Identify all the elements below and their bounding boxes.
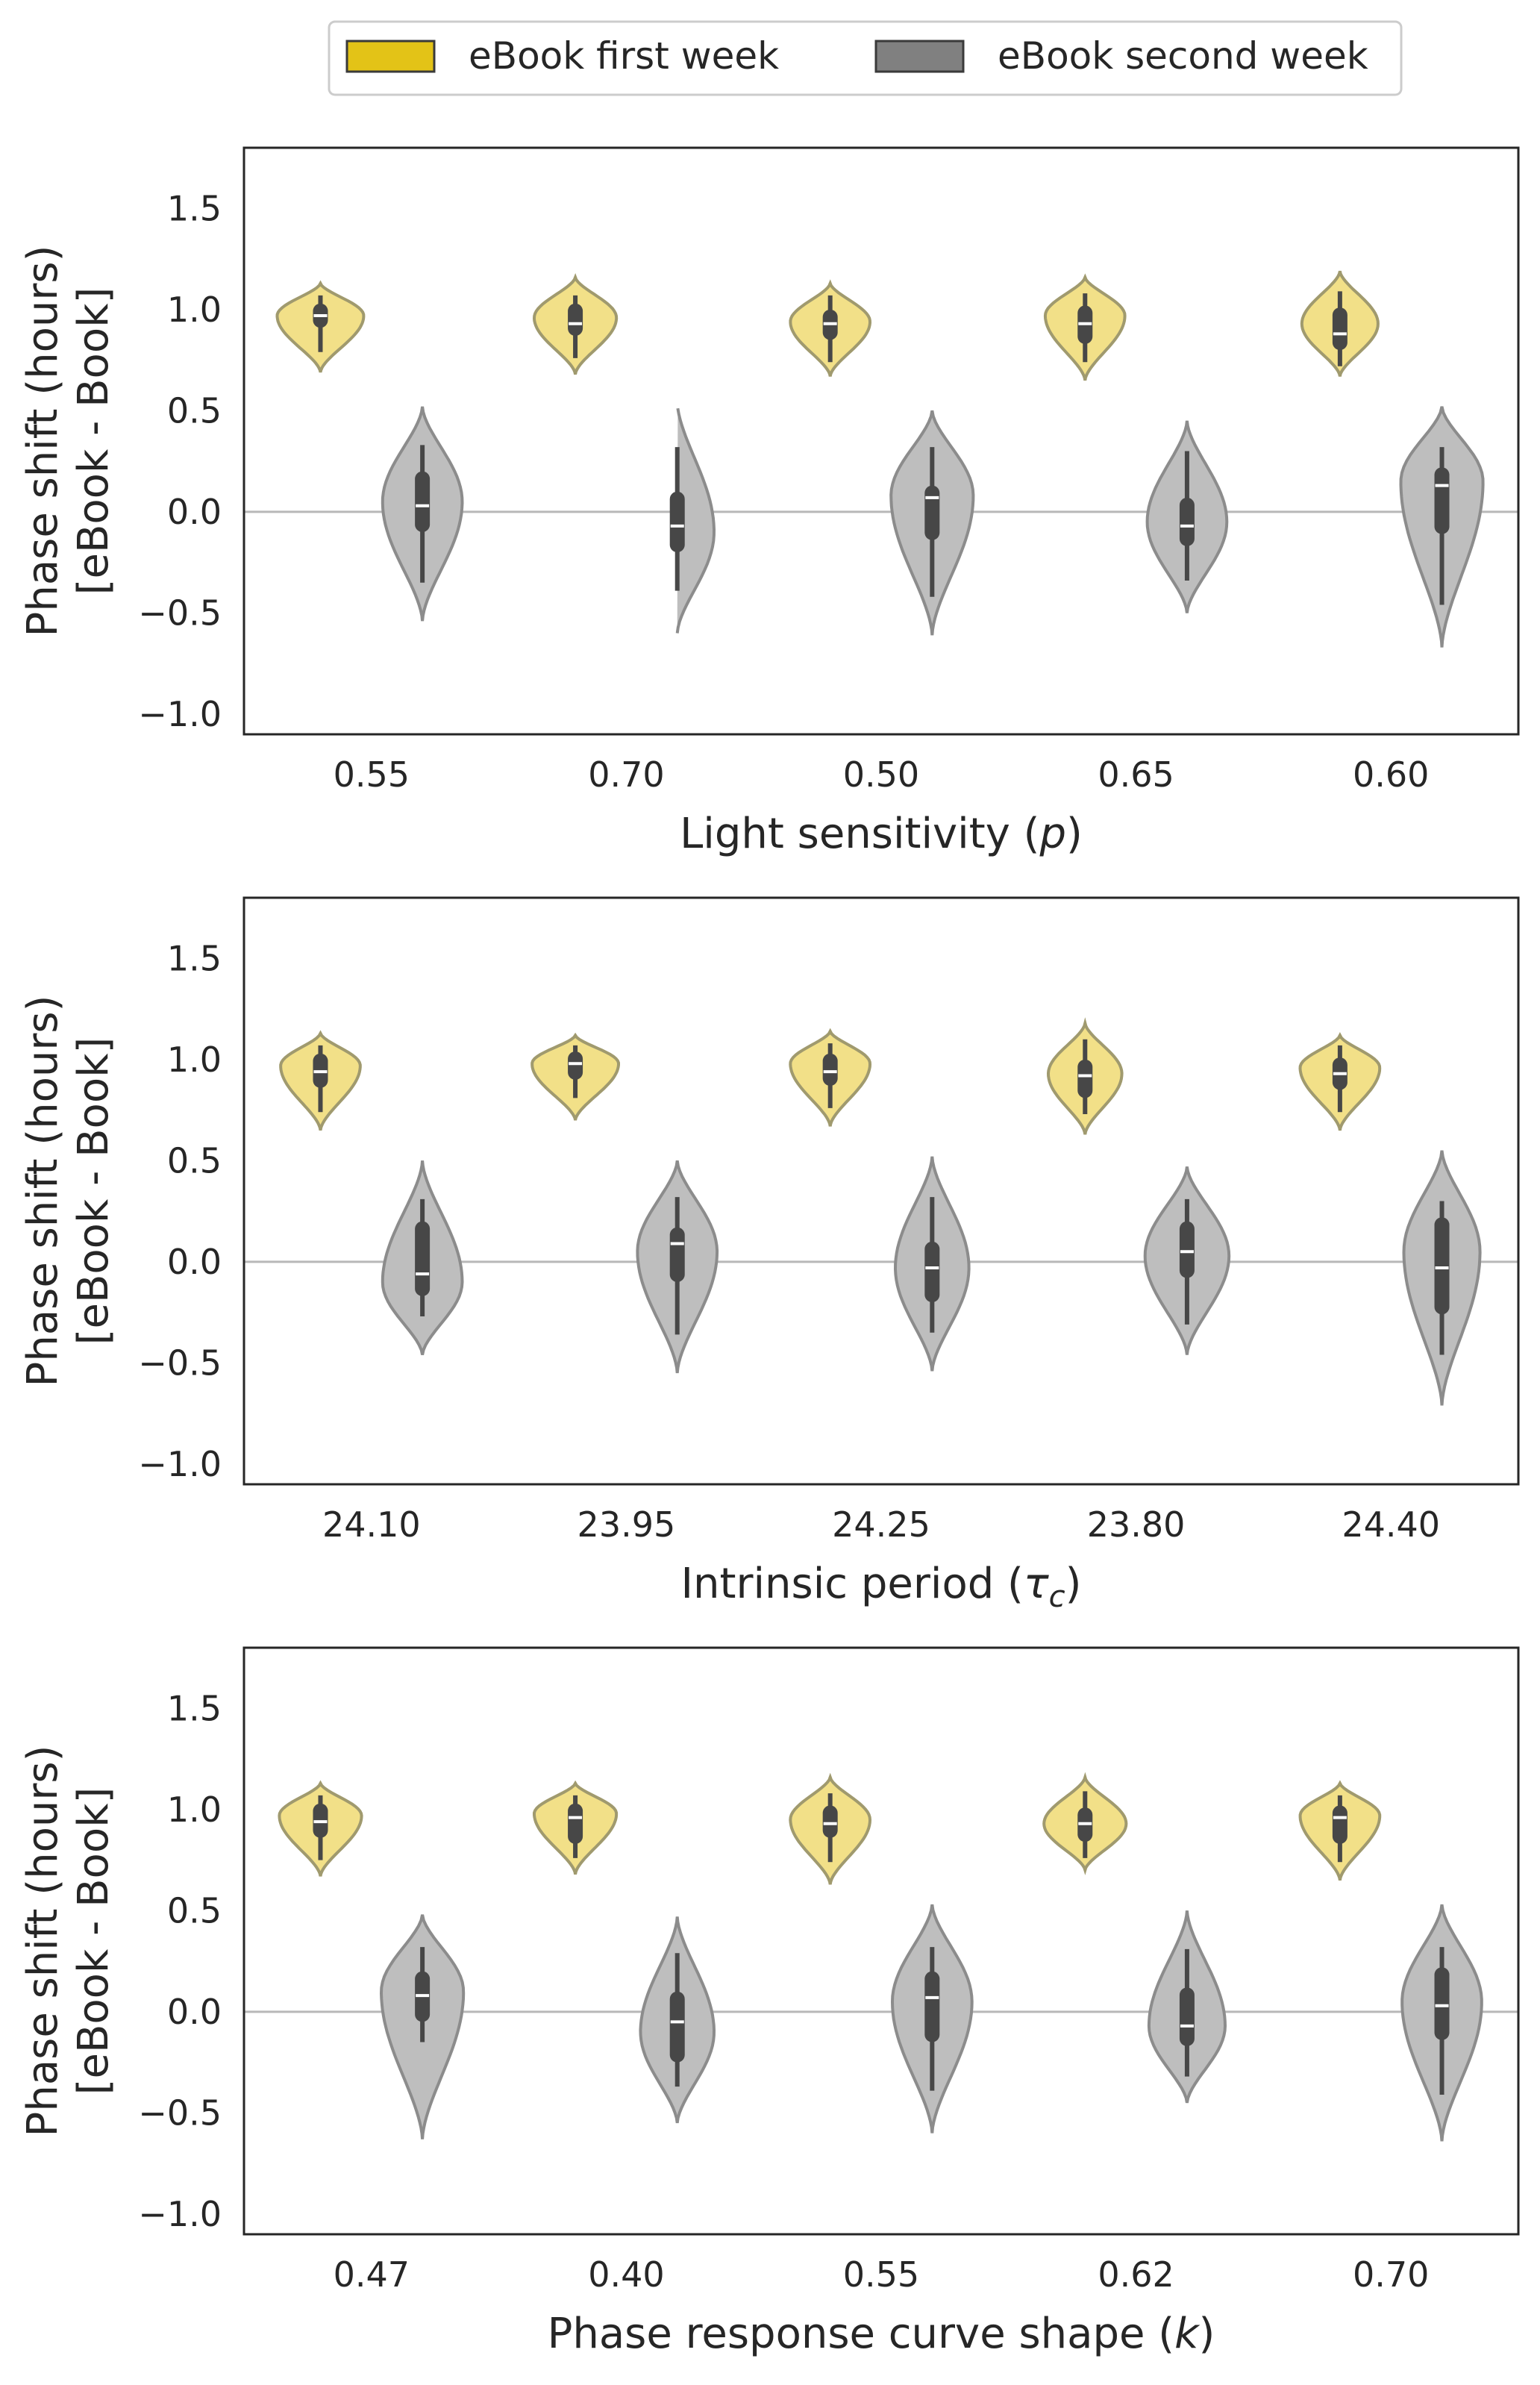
legend-swatch-second-week xyxy=(874,40,965,73)
legend: eBook first week eBook second week xyxy=(328,20,1403,96)
x-tick-label: 0.60 xyxy=(1353,754,1429,795)
x-axis-label-symbol: τ xyxy=(1024,1560,1049,1608)
x-axis-label-close: ) xyxy=(1065,1560,1082,1608)
x-axis-label: Intrinsic period (τc) xyxy=(681,1560,1082,1614)
x-tick-label: 24.25 xyxy=(832,1504,930,1545)
x-tick-label: 0.70 xyxy=(588,754,664,795)
chart-panel-1: −1.0 −0.5 0.0 0.5 1.0 1.5 0.55 0.70 0.50 0.65 0.60… xyxy=(19,146,1520,858)
plot-area xyxy=(244,1648,1518,2234)
x-axis-label-symbol: k xyxy=(1174,2310,1201,2358)
y-tick-label: 0.5 xyxy=(167,1890,222,1931)
iqr-box-1-3 xyxy=(822,1805,838,1838)
y-tick-label: 1.5 xyxy=(167,938,222,978)
y-tick-label: −1.0 xyxy=(138,2194,222,2234)
iqr-box-1-4 xyxy=(1077,1059,1093,1098)
x-tick-label: 24.40 xyxy=(1342,1504,1440,1545)
iqr-box-1-2 xyxy=(568,303,583,337)
y-tick-label: −1.0 xyxy=(138,694,222,734)
violin-2-2 xyxy=(675,407,716,634)
x-tick-label: 0.70 xyxy=(1353,2254,1429,2295)
x-tick-label: 0.65 xyxy=(1098,754,1174,795)
iqr-box-2-4 xyxy=(1179,1221,1195,1278)
iqr-box-2-4 xyxy=(1179,497,1195,546)
iqr-box-2-4 xyxy=(1179,1987,1195,2046)
iqr-box-1-3 xyxy=(822,1053,838,1087)
y-axis-label-line2: [eBook - Book] xyxy=(69,1037,118,1345)
y-tick-label: 1.0 xyxy=(167,1789,222,1830)
y-axis-label-line1: Phase shift (hours) xyxy=(19,246,67,637)
y-tick-label: −0.5 xyxy=(138,2092,222,2133)
y-tick-label: 0.5 xyxy=(167,390,222,431)
iqr-box-1-5 xyxy=(1332,1805,1348,1844)
x-axis-label-text: Phase response curve shape ( xyxy=(548,2310,1175,2358)
y-axis-label-line1: Phase shift (hours) xyxy=(19,1745,67,2137)
y-tick-label: 1.5 xyxy=(167,188,222,228)
y-tick-label: 0.0 xyxy=(167,1242,222,1282)
chart-panel-3: −1.0 −0.5 0.0 0.5 1.0 1.5 0.47 0.40 0.55 0.62 0.70… xyxy=(19,1646,1520,2358)
iqr-box-2-5 xyxy=(1434,1967,1450,2040)
iqr-box-2-3 xyxy=(924,1971,940,2042)
legend-frame xyxy=(328,20,1403,96)
iqr-box-2-2 xyxy=(669,491,685,553)
x-tick-label: 0.62 xyxy=(1098,2254,1174,2295)
iqr-box-2-3 xyxy=(924,1241,940,1303)
x-axis-label: Phase response curve shape (k) xyxy=(548,2310,1215,2358)
y-tick-label: −1.0 xyxy=(138,1444,222,1484)
iqr-box-2-1 xyxy=(415,471,431,532)
x-axis-label-close: ) xyxy=(1066,810,1083,858)
x-tick-label: 0.47 xyxy=(334,2254,410,2295)
iqr-box-2-3 xyxy=(924,485,940,540)
y-tick-label: 1.0 xyxy=(167,1040,222,1080)
y-tick-label: −0.5 xyxy=(138,593,222,633)
x-tick-label: 23.95 xyxy=(578,1504,676,1545)
y-axis-label-line1: Phase shift (hours) xyxy=(19,995,67,1387)
y-tick-label: −0.5 xyxy=(138,1342,222,1383)
y-tick-label: 1.5 xyxy=(167,1688,222,1728)
y-axis-label-line2: [eBook - Book] xyxy=(69,287,118,596)
chart-panel-2: −1.0 −0.5 0.0 0.5 1.0 1.5 24.10 23.95 24.25 23.80… xyxy=(19,896,1520,1614)
legend-swatch-first-week xyxy=(345,40,436,73)
plot-area xyxy=(244,898,1518,1484)
x-tick-label: 0.50 xyxy=(843,754,919,795)
axes-frame xyxy=(242,896,1520,1486)
plot-area xyxy=(244,148,1518,734)
y-tick-label: 0.0 xyxy=(167,1992,222,2032)
x-axis-label-symbol: p xyxy=(1039,810,1066,858)
x-axis-label-text: Light sensitivity ( xyxy=(680,810,1039,858)
legend-label-first-week: eBook first week xyxy=(469,34,779,78)
x-tick-label: 23.80 xyxy=(1087,1504,1186,1545)
y-tick-label: 0.5 xyxy=(167,1140,222,1181)
x-tick-label: 0.55 xyxy=(334,754,410,795)
y-tick-label: 1.0 xyxy=(167,290,222,330)
x-axis-label-text: Intrinsic period ( xyxy=(681,1560,1024,1608)
iqr-box-1-2 xyxy=(568,1051,583,1080)
x-tick-label: 0.55 xyxy=(843,2254,919,2295)
iqr-box-2-5 xyxy=(1434,467,1450,534)
axes-frame xyxy=(242,1646,1520,2236)
x-axis-label-subscript: c xyxy=(1049,1580,1065,1614)
iqr-box-2-2 xyxy=(669,1991,685,2063)
legend-label-second-week: eBook second week xyxy=(998,34,1368,78)
x-axis-label: Light sensitivity (p) xyxy=(680,810,1083,858)
x-tick-label: 24.10 xyxy=(322,1504,421,1545)
iqr-box-2-5 xyxy=(1434,1217,1450,1315)
iqr-box-1-5 xyxy=(1332,307,1348,351)
y-tick-label: 0.0 xyxy=(167,492,222,532)
chart-panels: −1.0 −0.5 0.0 0.5 1.0 1.5 0.55 0.70 0.50 0.65 0.60… xyxy=(19,146,1520,2358)
iqr-box-2-1 xyxy=(415,1221,431,1296)
axes-frame xyxy=(242,146,1520,736)
iqr-box-1-2 xyxy=(568,1803,583,1844)
x-axis-label-close: ) xyxy=(1199,2310,1215,2358)
y-axis-label-line2: [eBook - Book] xyxy=(69,1787,118,2095)
x-tick-label: 0.40 xyxy=(588,2254,664,2295)
iqr-box-2-2 xyxy=(669,1227,685,1282)
